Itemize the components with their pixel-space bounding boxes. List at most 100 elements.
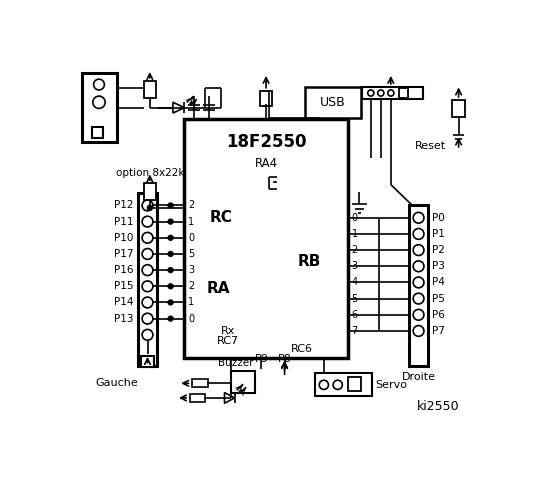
Circle shape (413, 310, 424, 320)
Text: P9: P9 (254, 354, 268, 364)
Text: Buzzer: Buzzer (218, 358, 254, 368)
Bar (144, 183, 156, 200)
Bar (409, 205, 428, 366)
Bar (192, 380, 207, 387)
Text: 0: 0 (189, 233, 195, 243)
Text: Rx: Rx (221, 326, 236, 336)
Text: 4: 4 (352, 277, 358, 288)
Circle shape (142, 249, 153, 259)
Text: P1: P1 (432, 229, 445, 239)
Text: 7: 7 (352, 326, 358, 336)
Text: P0: P0 (432, 213, 445, 223)
Bar (399, 88, 408, 97)
Circle shape (148, 205, 152, 210)
Text: RA4: RA4 (254, 157, 278, 170)
Text: P8: P8 (278, 354, 291, 364)
Bar (138, 193, 156, 366)
Text: 1: 1 (189, 298, 195, 308)
Text: 1: 1 (352, 229, 358, 239)
Circle shape (368, 90, 374, 96)
Bar (315, 373, 372, 396)
Text: 0: 0 (189, 313, 195, 324)
Circle shape (168, 219, 173, 224)
Circle shape (413, 277, 424, 288)
Circle shape (142, 313, 153, 324)
Bar (348, 377, 361, 391)
Text: 0: 0 (352, 213, 358, 223)
Circle shape (413, 325, 424, 336)
Text: Gauche: Gauche (95, 378, 138, 387)
Text: 3: 3 (189, 265, 195, 275)
Circle shape (168, 203, 173, 208)
Circle shape (93, 96, 105, 108)
Text: P4: P4 (432, 277, 445, 288)
Text: P6: P6 (432, 310, 445, 320)
Circle shape (388, 90, 394, 96)
Text: P5: P5 (432, 294, 445, 304)
Circle shape (168, 316, 173, 321)
Text: RC6: RC6 (290, 344, 312, 354)
Circle shape (413, 212, 424, 223)
Text: 2: 2 (188, 281, 195, 291)
Text: RC: RC (209, 210, 232, 225)
Circle shape (319, 380, 328, 389)
Text: 6: 6 (352, 310, 358, 320)
Text: 1: 1 (189, 216, 195, 227)
Circle shape (142, 200, 153, 211)
Circle shape (168, 300, 173, 305)
Bar (92, 127, 103, 138)
Circle shape (142, 216, 153, 227)
Text: P16: P16 (114, 265, 134, 275)
Circle shape (142, 329, 153, 340)
Bar (231, 371, 255, 393)
Text: USB: USB (320, 96, 346, 109)
Bar (452, 100, 465, 117)
Text: P10: P10 (114, 233, 134, 243)
Circle shape (413, 261, 424, 272)
Text: P14: P14 (114, 298, 134, 308)
Bar (142, 356, 154, 367)
Text: 18F2550: 18F2550 (226, 133, 306, 151)
Text: P11: P11 (114, 216, 134, 227)
Text: Droite: Droite (401, 372, 436, 382)
Circle shape (142, 297, 153, 308)
Circle shape (413, 228, 424, 240)
Circle shape (93, 79, 105, 90)
Text: 2: 2 (352, 245, 358, 255)
Circle shape (413, 245, 424, 255)
Circle shape (142, 281, 153, 292)
Text: P17: P17 (114, 249, 134, 259)
Bar (185, 119, 348, 358)
Text: RA: RA (207, 281, 230, 296)
Circle shape (168, 236, 173, 240)
Text: RC7: RC7 (217, 336, 239, 346)
Text: P13: P13 (114, 313, 134, 324)
Text: 3: 3 (352, 261, 358, 271)
Circle shape (168, 252, 173, 256)
Circle shape (142, 232, 153, 243)
Circle shape (413, 293, 424, 304)
Bar (144, 81, 156, 97)
Text: P15: P15 (114, 281, 134, 291)
Text: Servo: Servo (375, 380, 408, 390)
Text: P7: P7 (432, 326, 445, 336)
Text: 5: 5 (188, 249, 195, 259)
Text: option 8x22k: option 8x22k (116, 168, 184, 178)
Bar (82, 73, 117, 142)
Circle shape (333, 380, 342, 389)
Bar (190, 394, 205, 402)
Text: P12: P12 (114, 201, 134, 210)
Bar (260, 91, 272, 106)
Circle shape (168, 284, 173, 288)
Bar (305, 87, 361, 118)
Circle shape (142, 265, 153, 276)
Text: ki2550: ki2550 (417, 400, 460, 413)
Text: 2: 2 (188, 201, 195, 210)
Circle shape (168, 268, 173, 273)
Text: 5: 5 (352, 294, 358, 304)
Text: P3: P3 (432, 261, 445, 271)
Bar (362, 87, 423, 99)
Text: Reset: Reset (415, 141, 446, 151)
Text: RB: RB (298, 254, 321, 269)
Circle shape (378, 90, 384, 96)
